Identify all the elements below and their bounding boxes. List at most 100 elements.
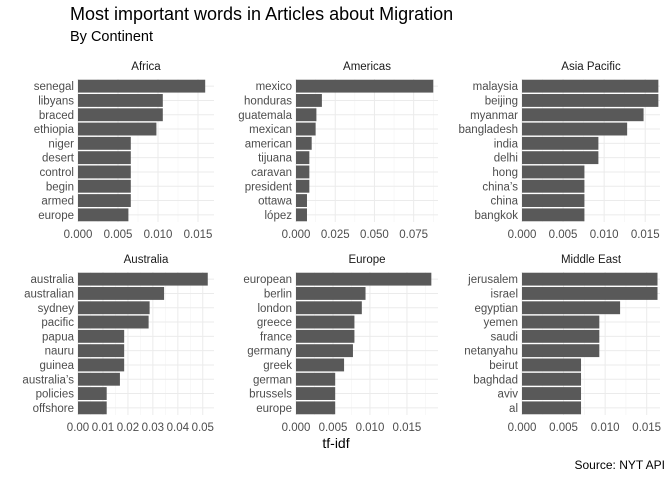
category-label: europe bbox=[38, 210, 74, 222]
bar-aviv bbox=[522, 387, 582, 400]
facet-strip-title: Australia bbox=[124, 254, 169, 266]
x-tick-label: 0.015 bbox=[393, 422, 422, 434]
bar-australia-s bbox=[78, 372, 120, 386]
x-tick-label: 0.000 bbox=[508, 229, 537, 241]
bar-bangkok bbox=[522, 208, 585, 222]
x-tick-label: 0.005 bbox=[549, 422, 578, 434]
category-label: australian bbox=[24, 288, 74, 300]
bar-beirut bbox=[522, 358, 582, 372]
bar-china-s bbox=[522, 179, 585, 193]
category-label: nauru bbox=[45, 346, 74, 358]
bar-saudi bbox=[522, 329, 600, 343]
x-tick-label: 0.02 bbox=[117, 422, 139, 434]
category-label: china’s bbox=[482, 181, 518, 193]
category-label: control bbox=[39, 167, 74, 179]
bar-president bbox=[296, 179, 310, 193]
bar-germany bbox=[296, 344, 353, 358]
category-label: caravan bbox=[251, 167, 292, 179]
bar-hong bbox=[522, 165, 585, 179]
x-tick-label: 0.025 bbox=[321, 229, 350, 241]
facet-australia: 0.00 0.01 0.02 0.03 0.04 0.05 australia austral… bbox=[22, 254, 214, 434]
x-tick-label: 0.075 bbox=[399, 229, 428, 241]
category-label: pacific bbox=[41, 317, 74, 329]
category-label: bangladesh bbox=[459, 124, 518, 136]
category-label: myanmar bbox=[470, 110, 518, 122]
x-tick-label: 0.015 bbox=[632, 422, 661, 434]
category-label: guatemala bbox=[238, 110, 292, 122]
category-label: ethiopia bbox=[34, 124, 75, 136]
category-label: baghdad bbox=[473, 374, 518, 386]
category-label: bangkok bbox=[475, 210, 519, 222]
x-tick-label: 0.00 bbox=[67, 422, 89, 434]
category-label: braced bbox=[39, 110, 74, 122]
bar-american bbox=[296, 136, 312, 150]
bar-offshore bbox=[78, 401, 107, 415]
bar-senegal bbox=[78, 79, 206, 93]
category-label: germany bbox=[247, 346, 292, 358]
bar-france bbox=[296, 329, 355, 343]
bar-libyans bbox=[78, 94, 163, 107]
bar-greece bbox=[296, 315, 355, 329]
facet-asia-pacific: 0.000 0.005 0.010 0.015 malaysia beijing myanm… bbox=[459, 61, 660, 241]
category-label: senegal bbox=[34, 81, 74, 93]
category-label: policies bbox=[36, 389, 75, 401]
category-label: lópez bbox=[265, 210, 293, 222]
caption: Source: NYT API bbox=[574, 458, 666, 472]
category-label: beijing bbox=[485, 95, 518, 107]
facet-strip-title: Asia Pacific bbox=[561, 61, 621, 73]
category-label: president bbox=[245, 181, 293, 193]
category-label: german bbox=[253, 374, 292, 386]
x-tick-label: 0.010 bbox=[144, 229, 173, 241]
bar-caravan bbox=[296, 165, 310, 179]
category-label: niger bbox=[48, 138, 74, 150]
facet-americas: 0.000 0.025 0.050 0.075 mexico honduras guatem… bbox=[238, 61, 438, 241]
x-tick-label: 0.005 bbox=[104, 229, 133, 241]
bar-australian bbox=[78, 287, 165, 300]
category-label: ottawa bbox=[258, 196, 292, 208]
bar-european bbox=[296, 272, 432, 286]
category-label: china bbox=[491, 196, 519, 208]
category-label: sydney bbox=[38, 303, 75, 315]
bar-niger bbox=[78, 136, 131, 150]
category-label: yemen bbox=[483, 317, 518, 329]
x-tick-label: 0.010 bbox=[590, 229, 619, 241]
category-label: egyptian bbox=[475, 303, 518, 315]
bar-honduras bbox=[296, 94, 322, 107]
category-label: malaysia bbox=[473, 81, 519, 93]
category-label: france bbox=[260, 331, 292, 343]
facet-strip-title: Americas bbox=[343, 61, 391, 73]
category-label: european bbox=[243, 274, 292, 286]
bar-europe bbox=[78, 208, 129, 222]
bar-bangladesh bbox=[522, 122, 628, 136]
bar-yemen bbox=[522, 315, 600, 329]
category-label: offshore bbox=[33, 403, 74, 415]
category-label: jerusalem bbox=[467, 274, 518, 286]
category-label: hong bbox=[492, 167, 518, 179]
bar-desert bbox=[78, 151, 131, 165]
x-tick-label: 0.005 bbox=[549, 229, 578, 241]
category-label: australia bbox=[31, 274, 75, 286]
bar-nauru bbox=[78, 344, 125, 358]
category-label: honduras bbox=[244, 95, 292, 107]
category-label: greece bbox=[257, 317, 292, 329]
category-label: aviv bbox=[498, 389, 519, 401]
x-tick-label: 0.03 bbox=[142, 422, 164, 434]
bar-begin bbox=[78, 179, 131, 193]
bar-jerusalem bbox=[522, 272, 658, 286]
x-tick-label: 0.000 bbox=[282, 229, 311, 241]
category-label: begin bbox=[46, 181, 74, 193]
bar-malaysia bbox=[522, 79, 659, 93]
bar-australia bbox=[78, 272, 208, 286]
category-label: desert bbox=[42, 153, 75, 165]
x-axis-label: tf-idf bbox=[322, 435, 350, 451]
facet-strip-title: Africa bbox=[131, 61, 161, 73]
bar-delhi bbox=[522, 151, 599, 165]
bar-myanmar bbox=[522, 108, 644, 122]
x-tick-label: 0.010 bbox=[591, 422, 620, 434]
category-label: papua bbox=[42, 331, 75, 343]
category-label: mexico bbox=[256, 81, 292, 93]
bar-beijing bbox=[522, 94, 659, 107]
bar-netanyahu bbox=[522, 344, 600, 358]
x-tick-label: 0.000 bbox=[508, 422, 537, 434]
